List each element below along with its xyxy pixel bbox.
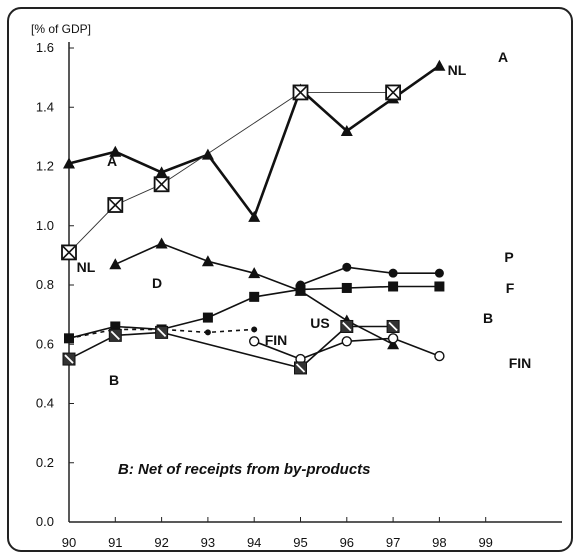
y-tick-label: 1.4 — [36, 99, 54, 114]
data-point-f — [341, 282, 352, 293]
series-label-b: B — [483, 310, 493, 326]
series-label-f: F — [506, 280, 515, 296]
data-point-nl — [107, 197, 124, 213]
data-point-a — [248, 210, 261, 222]
data-point-f — [434, 281, 445, 292]
series-line-nl — [68, 91, 394, 253]
series-line-us — [68, 328, 255, 340]
data-point-b — [155, 325, 169, 339]
y-tick-label: 0.8 — [36, 277, 54, 292]
data-point-d — [201, 255, 214, 267]
data-point-fin — [341, 336, 352, 347]
y-tick-label: 0.6 — [36, 336, 54, 351]
x-tick-label: 97 — [386, 535, 400, 550]
series-markers — [61, 59, 446, 375]
series-label-fin: FIN — [509, 355, 532, 371]
data-point-us — [66, 335, 72, 342]
y-tick-label: 0.2 — [36, 455, 54, 470]
data-point-b — [62, 352, 76, 366]
x-tick-label: 92 — [154, 535, 168, 550]
data-point-f — [388, 281, 399, 292]
series-line-p — [300, 266, 440, 286]
data-point-a — [155, 166, 168, 178]
x-tick-label: 99 — [478, 535, 492, 550]
chart-note: B: Net of receipts from by-products — [118, 461, 371, 478]
data-point-p — [342, 262, 352, 272]
y-tick-label: 1.2 — [36, 159, 54, 174]
data-point-b — [340, 319, 354, 333]
chart-frame — [7, 7, 573, 552]
series-label-nl: NL — [77, 259, 96, 275]
series-label-b: B — [109, 372, 119, 388]
data-point-fin — [248, 336, 260, 347]
series-label-nl: NL — [448, 62, 467, 78]
data-point-b — [108, 328, 122, 342]
data-point-a — [109, 145, 122, 157]
y-tick-label: 1.0 — [36, 218, 54, 233]
data-point-p — [388, 268, 398, 278]
data-point-a — [201, 148, 214, 160]
data-point-fin — [434, 350, 445, 362]
series-line-a — [68, 64, 441, 219]
data-point-b — [294, 361, 307, 375]
series-line-b — [68, 325, 394, 369]
series-label-us: US — [310, 315, 329, 331]
y-axis-unit-label: [% of GDP] — [31, 22, 91, 36]
data-point-f — [202, 312, 213, 323]
data-point-nl — [153, 176, 170, 193]
x-tick-label: 95 — [293, 535, 307, 550]
x-tick-label: 91 — [108, 535, 122, 550]
series-label-fin: FIN — [265, 332, 288, 348]
data-point-a — [340, 124, 353, 136]
data-point-a — [63, 157, 75, 169]
data-point-d — [387, 338, 400, 350]
data-point-fin — [387, 333, 399, 344]
y-tick-label: 0.0 — [36, 514, 54, 529]
data-point-f — [249, 291, 260, 302]
series-labels: A A NL NL D PF US FIN FIN B B — [77, 49, 532, 388]
data-point-nl — [61, 244, 77, 261]
series-label-a: A — [498, 49, 508, 65]
data-point-d — [109, 258, 122, 270]
data-point-d — [155, 237, 168, 249]
series-label-a: A — [107, 153, 117, 169]
data-point-us — [251, 326, 258, 333]
data-point-nl — [292, 84, 309, 101]
data-point-p — [434, 268, 444, 278]
y-tick-label: 1.6 — [36, 40, 54, 55]
x-tick-label: 93 — [201, 535, 215, 550]
data-point-b — [386, 319, 400, 333]
data-point-d — [248, 267, 261, 279]
data-point-f — [295, 284, 306, 295]
x-tick-label: 90 — [62, 535, 76, 550]
data-point-nl — [385, 84, 402, 101]
data-point-a — [433, 59, 446, 71]
y-tick-label: 0.4 — [36, 396, 54, 411]
x-tick-label: 94 — [247, 535, 261, 550]
data-point-us — [204, 329, 211, 336]
series-label-p: P — [504, 249, 513, 265]
x-tick-label: 98 — [432, 535, 446, 550]
x-tick-label: 96 — [340, 535, 354, 550]
series-label-d: D — [152, 275, 162, 291]
axes: 0.0 0.2 0.4 0.6 0.8 1.0 1.2 1.4 1.6 90 91 92 93 94 95 9… — [36, 40, 562, 550]
